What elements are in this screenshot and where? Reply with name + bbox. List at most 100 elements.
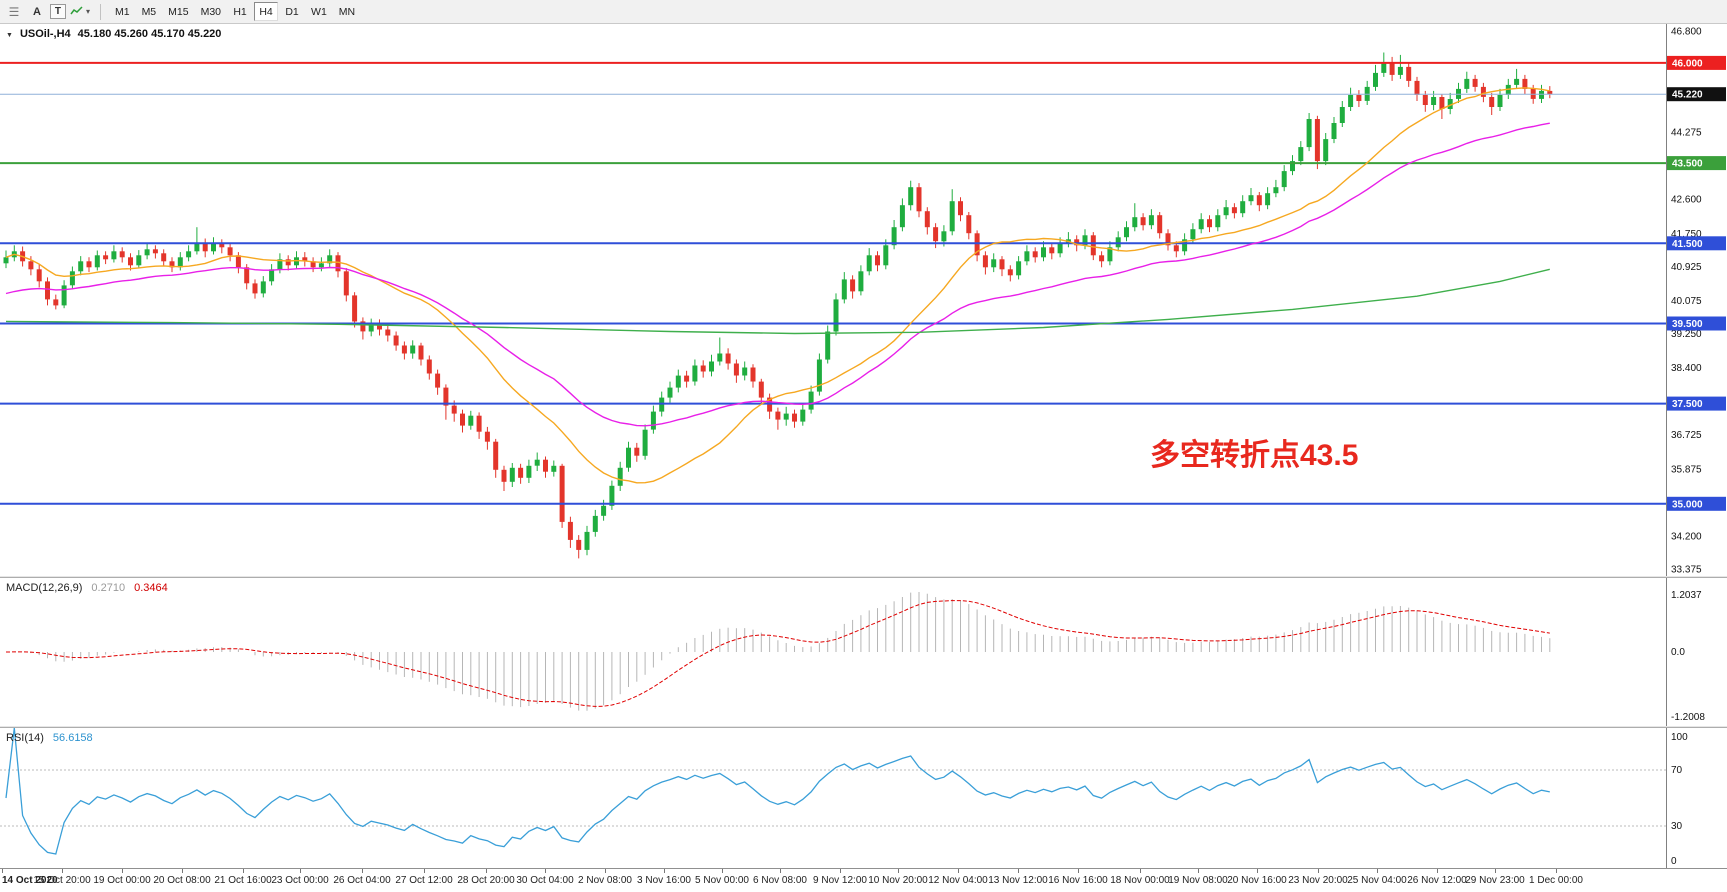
time-axis-tick (1318, 869, 1319, 873)
time-axis-tick (62, 869, 63, 873)
timeframe-button-m1[interactable]: M1 (110, 2, 135, 21)
timeframe-button-w1[interactable]: W1 (306, 2, 332, 21)
time-axis-label: 26 Nov 12:00 (1407, 875, 1467, 886)
rsi-panel: 100 70 30 0 RSI(14) 56.6158 (0, 728, 1727, 868)
time-axis-tick (1437, 869, 1438, 873)
price-axis-label: 33.375 (1671, 565, 1702, 576)
rsi-axis-label: 30 (1671, 821, 1683, 832)
price-axis-label: 40.925 (1671, 262, 1702, 273)
time-axis-label: 6 Nov 08:00 (753, 875, 807, 886)
time-axis-label: 27 Oct 12:00 (395, 875, 453, 886)
price-axis-label: 41.750 (1671, 229, 1702, 240)
price-badge-37.500: 37.500 (1667, 396, 1726, 411)
time-axis-tick (243, 869, 244, 873)
price-axis-label: 36.725 (1671, 430, 1702, 441)
svg-text:39.500: 39.500 (1672, 319, 1703, 330)
time-axis-tick (1140, 869, 1141, 873)
time-axis-tick (1377, 869, 1378, 873)
macd-axis-label: 1.2037 (1671, 590, 1702, 601)
time-axis-tick (605, 869, 606, 873)
macd-signal-line (5, 600, 1550, 707)
time-axis-tick (2, 869, 3, 873)
time-axis-label: 20 Nov 16:00 (1227, 875, 1287, 886)
time-axis-tick (1257, 869, 1258, 873)
timeframe-button-mn[interactable]: MN (334, 2, 360, 21)
svg-text:45.220: 45.220 (1672, 90, 1703, 101)
time-axis-tick (1018, 869, 1019, 873)
chart-list-icon[interactable]: ☰ (8, 4, 20, 19)
time-axis-label: 25 Nov 04:00 (1347, 875, 1407, 886)
price-badge-35.000: 35.000 (1667, 496, 1726, 511)
time-axis-label: 12 Nov 04:00 (928, 875, 988, 886)
time-axis-label: 16 Nov 16:00 (1048, 875, 1108, 886)
time-axis-tick (424, 869, 425, 873)
macd-axis-label: 0.0 (1671, 647, 1685, 658)
time-axis-label: 18 Nov 00:00 (1110, 875, 1170, 886)
time-axis-label: 30 Oct 04:00 (516, 875, 574, 886)
timeframe-button-h4[interactable]: H4 (254, 2, 279, 21)
time-axis-label: 5 Nov 00:00 (695, 875, 749, 886)
time-axis-tick (545, 869, 546, 873)
main-chart-canvas[interactable]: 46.800 44.275 42.600 41.750 40.925 40.075 39.2… (0, 24, 1727, 576)
price-badge-41.500: 41.500 (1667, 236, 1726, 251)
price-badge-46.000: 46.000 (1667, 55, 1726, 70)
time-axis-label: 26 Oct 04:00 (333, 875, 391, 886)
price-badge-39.500: 39.500 (1667, 316, 1726, 331)
ma-slow-line (5, 122, 1550, 427)
time-axis-tick (362, 869, 363, 873)
text-tool-button[interactable]: T (49, 4, 66, 19)
time-axis-tick (1078, 869, 1079, 873)
svg-text:37.500: 37.500 (1672, 399, 1703, 410)
main-toolbar: ☰ A T ▾ M1 M5 M15 M30 H1 H4 D1 W1 MN (0, 0, 1727, 24)
timeframe-button-d1[interactable]: D1 (280, 2, 304, 21)
chevron-down-icon: ▾ (85, 7, 90, 16)
price-axis-label: 42.600 (1671, 195, 1702, 206)
cursor-tool-button[interactable]: A (26, 3, 48, 21)
time-axis-tick (1495, 869, 1496, 873)
time-axis-label: 23 Nov 20:00 (1288, 875, 1348, 886)
time-axis-tick (664, 869, 665, 873)
timeframe-button-m5[interactable]: M5 (137, 2, 162, 21)
price-axis-label: 44.275 (1671, 128, 1702, 139)
time-axis[interactable]: 14 Oct 2020 15 Oct 20:00 19 Oct 00:00 20 Oc… (0, 868, 1727, 892)
macd-histogram (13, 592, 1551, 711)
time-axis-tick (122, 869, 123, 873)
svg-text:46.000: 46.000 (1672, 58, 1703, 69)
time-axis-tick (1198, 869, 1199, 873)
time-axis-label: 9 Nov 12:00 (813, 875, 867, 886)
rsi-axis-label: 0 (1671, 856, 1677, 867)
time-axis-label: 15 Oct 20:00 (33, 875, 91, 886)
price-axis-label: 34.200 (1671, 531, 1702, 542)
timeframe-button-m15[interactable]: M15 (163, 2, 193, 21)
panel-splitter[interactable] (0, 576, 1727, 578)
time-axis-label: 28 Oct 20:00 (457, 875, 515, 886)
time-axis-label: 29 Nov 23:00 (1465, 875, 1525, 886)
time-axis-tick (898, 869, 899, 873)
price-badge-43.500: 43.500 (1667, 156, 1726, 171)
time-axis-tick (780, 869, 781, 873)
time-axis-label: 3 Nov 16:00 (637, 875, 691, 886)
toolbar-separator (99, 3, 101, 20)
ma-trend-line (5, 268, 1550, 335)
time-axis-label: 21 Oct 16:00 (214, 875, 272, 886)
indicators-dropdown-button[interactable]: ▾ (68, 3, 92, 21)
timeframe-button-h1[interactable]: H1 (228, 2, 252, 21)
panel-splitter[interactable] (0, 726, 1727, 728)
time-axis-tick (182, 869, 183, 873)
price-axis-label: 35.875 (1671, 464, 1702, 475)
time-axis-label: 19 Oct 00:00 (93, 875, 151, 886)
time-axis-tick (300, 869, 301, 873)
rsi-axis-label: 100 (1671, 732, 1688, 743)
svg-text:43.500: 43.500 (1672, 159, 1703, 170)
time-axis-tick (840, 869, 841, 873)
timeframe-button-group: M1 M5 M15 M30 H1 H4 D1 W1 MN (109, 2, 361, 21)
time-axis-tick (486, 869, 487, 873)
rsi-canvas[interactable]: 100 70 30 0 (0, 728, 1727, 868)
price-axis-label: 40.075 (1671, 296, 1702, 307)
time-axis-label: 20 Oct 08:00 (153, 875, 211, 886)
macd-canvas[interactable]: 1.2037 0.0 -1.2008 (0, 578, 1727, 726)
ma-fast-line (5, 87, 1550, 484)
time-axis-label: 19 Nov 08:00 (1168, 875, 1228, 886)
timeframe-button-m30[interactable]: M30 (196, 2, 226, 21)
price-axis-label: 39.250 (1671, 329, 1702, 340)
